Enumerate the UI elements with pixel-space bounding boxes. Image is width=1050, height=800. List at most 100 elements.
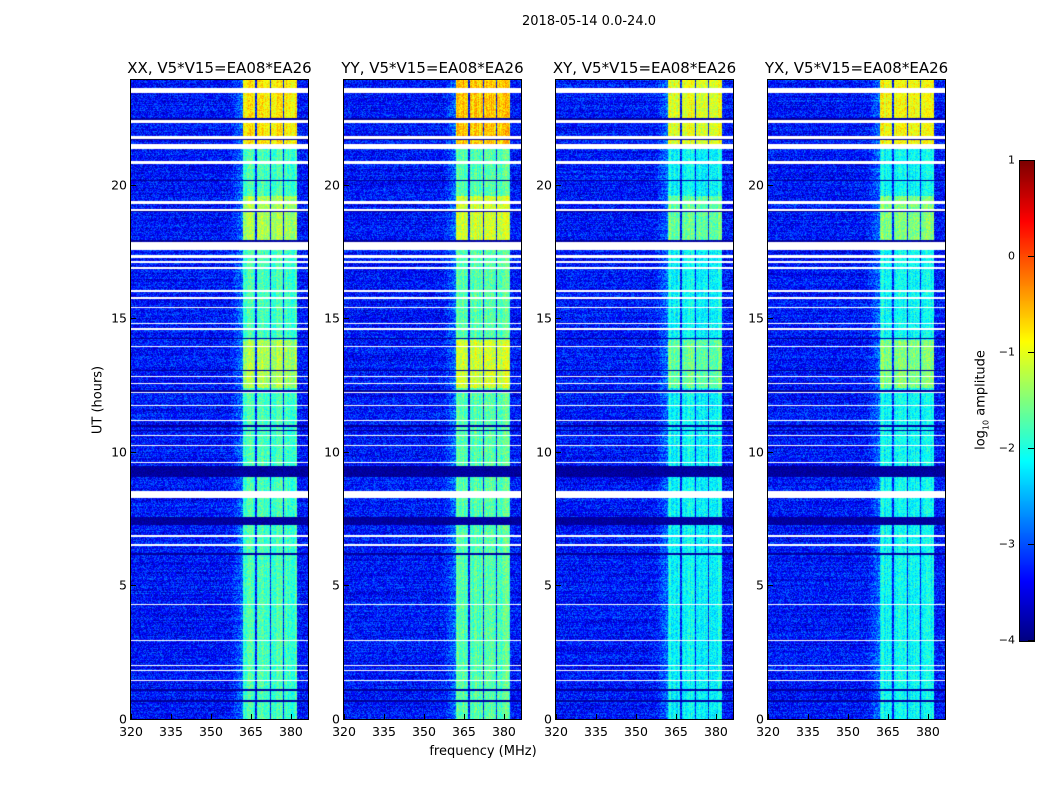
x-tick-mark — [423, 714, 425, 719]
y-tick-mark — [768, 184, 773, 186]
heatmap-axes — [555, 79, 734, 720]
x-tick-label: 320 — [119, 724, 143, 739]
x-tick-label: 380 — [916, 724, 940, 739]
y-tick-label: 0 — [119, 711, 127, 727]
panel-title: XX, V5*V15=EA08*EA26 — [127, 59, 312, 77]
y-tick-label: 10 — [324, 444, 340, 460]
x-axis-label: frequency (MHz) — [429, 744, 537, 759]
x-tick-mark — [768, 714, 769, 719]
y-tick-label: 20 — [748, 177, 764, 193]
x-tick-mark — [463, 714, 465, 719]
colorbar — [1019, 160, 1035, 642]
heatmap-axes — [343, 79, 522, 720]
panel-title: YY, V5*V15=EA08*EA26 — [341, 59, 524, 77]
heatmap-axes — [767, 79, 946, 720]
y-tick-mark — [344, 318, 349, 320]
y-tick-label: 10 — [536, 444, 552, 460]
y-tick-label: 5 — [119, 577, 127, 593]
x-tick-label: 335 — [159, 724, 183, 739]
x-tick-label: 380 — [492, 724, 516, 739]
y-tick-mark — [556, 184, 561, 186]
heatmap-canvas — [131, 80, 308, 719]
x-tick-label: 350 — [412, 724, 436, 739]
colorbar-tick-label: 1 — [1008, 153, 1015, 167]
y-tick-mark — [556, 719, 561, 720]
x-tick-mark — [675, 714, 677, 719]
y-tick-label: 0 — [544, 711, 552, 727]
colorbar-label: log10 amplitude — [974, 350, 991, 450]
x-tick-label: 365 — [876, 724, 900, 739]
heatmap-canvas — [768, 80, 945, 719]
x-tick-mark — [807, 714, 809, 719]
colorbar-tick-mark — [1028, 160, 1034, 161]
colorbar-tick-mark — [1028, 256, 1034, 257]
x-tick-mark — [927, 714, 929, 719]
y-tick-mark — [344, 585, 349, 587]
x-tick-label: 380 — [704, 724, 728, 739]
y-tick-label: 15 — [748, 310, 764, 326]
figure-suptitle: 2018-05-14 0.0-24.0 — [522, 14, 656, 29]
x-tick-label: 365 — [452, 724, 476, 739]
x-tick-mark — [503, 714, 505, 719]
x-tick-label: 350 — [624, 724, 648, 739]
x-tick-mark — [847, 714, 849, 719]
x-tick-label: 335 — [372, 724, 396, 739]
y-tick-mark — [556, 451, 561, 453]
colorbar-label-log: log — [973, 430, 989, 450]
colorbar-label-suffix: amplitude — [973, 350, 989, 420]
heatmap-axes — [130, 79, 309, 720]
y-tick-label: 20 — [536, 177, 552, 193]
y-tick-mark — [131, 318, 136, 320]
y-tick-label: 15 — [324, 310, 340, 326]
y-tick-label: 20 — [111, 177, 127, 193]
colorbar-tick-label: −4 — [998, 633, 1015, 647]
x-tick-label: 350 — [199, 724, 223, 739]
y-tick-mark — [768, 719, 773, 720]
colorbar-tick-label: −1 — [998, 345, 1015, 359]
x-tick-label: 320 — [332, 724, 356, 739]
heatmap-canvas — [556, 80, 733, 719]
x-tick-mark — [250, 714, 252, 719]
y-tick-label: 10 — [111, 444, 127, 460]
y-tick-mark — [131, 719, 136, 720]
x-tick-mark — [131, 714, 132, 719]
x-tick-mark — [595, 714, 597, 719]
y-tick-mark — [556, 585, 561, 587]
colorbar-tick-mark — [1028, 640, 1034, 641]
y-tick-label: 15 — [536, 310, 552, 326]
y-tick-label: 5 — [332, 577, 340, 593]
y-tick-mark — [131, 451, 136, 453]
y-tick-label: 0 — [332, 711, 340, 727]
panel-title: YX, V5*V15=EA08*EA26 — [764, 59, 949, 77]
x-tick-mark — [344, 714, 345, 719]
x-tick-mark — [170, 714, 172, 719]
y-tick-label: 5 — [756, 577, 764, 593]
y-tick-mark — [344, 719, 349, 720]
y-tick-mark — [768, 318, 773, 320]
x-tick-mark — [383, 714, 385, 719]
y-tick-mark — [768, 585, 773, 587]
y-tick-label: 20 — [324, 177, 340, 193]
y-tick-mark — [131, 585, 136, 587]
x-tick-mark — [635, 714, 637, 719]
heatmap-canvas — [344, 80, 521, 719]
x-tick-label: 380 — [279, 724, 303, 739]
panel-title: XY, V5*V15=EA08*EA26 — [552, 59, 737, 77]
colorbar-label-sub: 10 — [981, 419, 991, 431]
x-tick-label: 320 — [544, 724, 568, 739]
colorbar-tick-label: −3 — [998, 537, 1015, 551]
y-tick-label: 0 — [756, 711, 764, 727]
x-tick-mark — [556, 714, 557, 719]
y-tick-mark — [131, 184, 136, 186]
x-tick-label: 365 — [664, 724, 688, 739]
x-tick-mark — [715, 714, 717, 719]
x-tick-label: 335 — [796, 724, 820, 739]
y-tick-label: 5 — [544, 577, 552, 593]
x-tick-mark — [887, 714, 889, 719]
y-axis-label: UT (hours) — [90, 365, 106, 435]
x-tick-label: 320 — [756, 724, 780, 739]
x-tick-label: 365 — [239, 724, 263, 739]
x-tick-mark — [290, 714, 292, 719]
x-tick-label: 335 — [584, 724, 608, 739]
y-tick-mark — [344, 184, 349, 186]
